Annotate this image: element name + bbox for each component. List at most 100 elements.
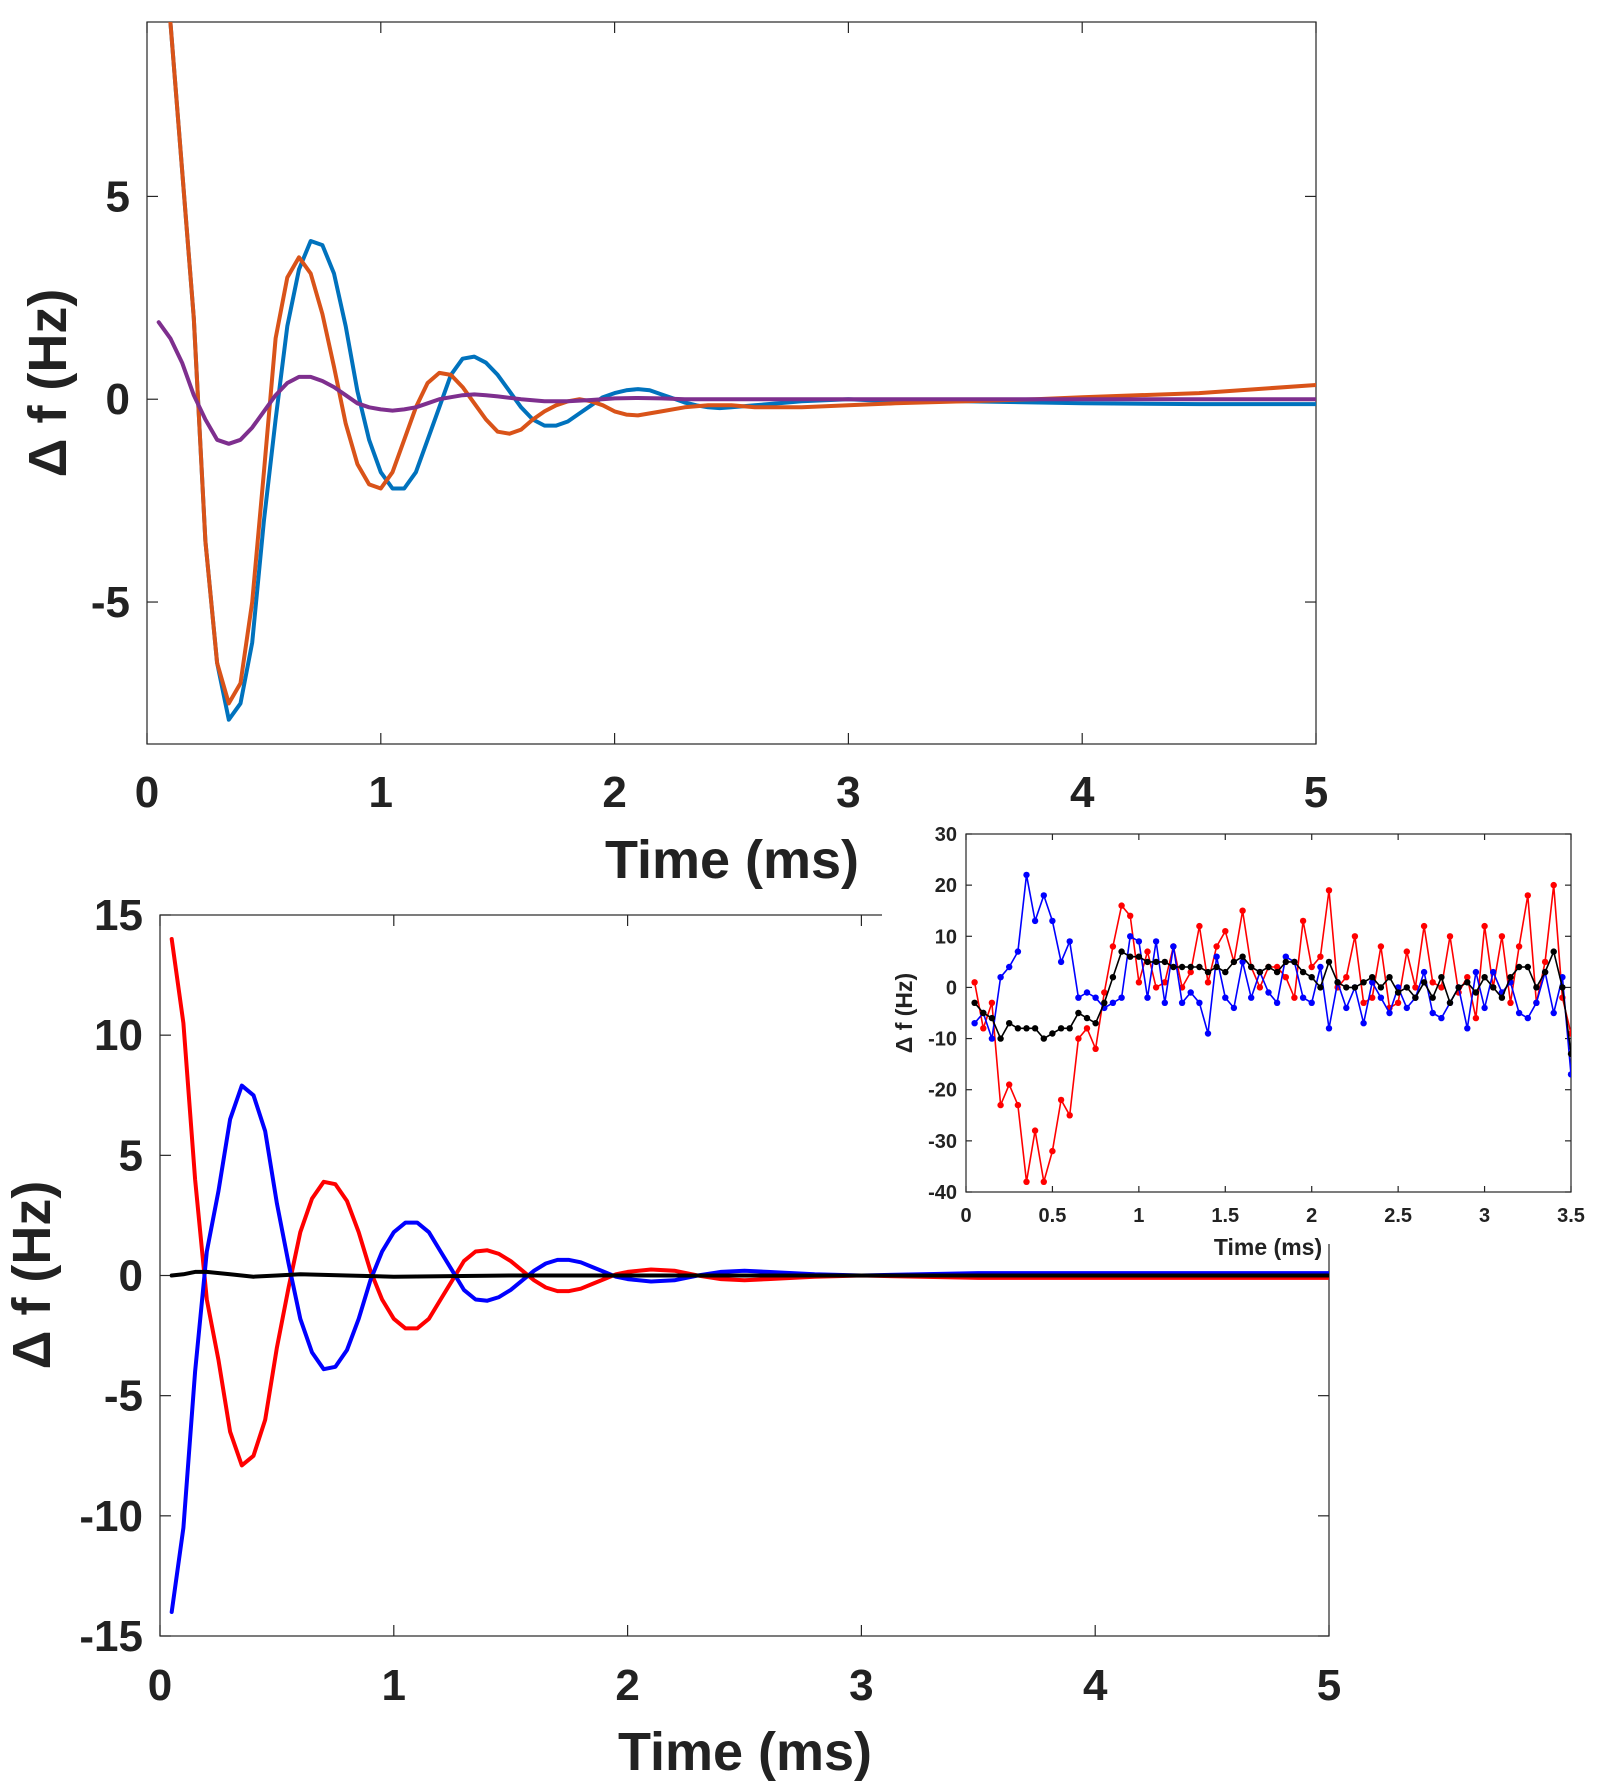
inset-chart-ytick-label: -10 <box>928 1029 957 1051</box>
inset-chart-series-0-point <box>1524 892 1532 899</box>
top-chart-ytick-label: -5 <box>91 578 130 627</box>
inset-chart-series-0-point <box>1256 984 1264 991</box>
inset-chart-series-0-point <box>1161 979 1169 986</box>
inset-chart-series-2-point <box>1144 958 1151 966</box>
inset-chart-series-0-point <box>1127 912 1134 919</box>
inset-chart-series-2-point <box>1299 968 1307 976</box>
inset-chart-series-2-point <box>1446 999 1454 1006</box>
inset-chart-series-1-point <box>1550 1009 1557 1017</box>
inset-chart-series-1-point <box>1127 933 1134 940</box>
inset-chart-series-2-point <box>1006 1020 1013 1027</box>
inset-chart-series-1-point <box>1057 958 1065 966</box>
inset-chart-series-2-point <box>1403 984 1411 991</box>
top-chart-ylabel: Δ f (Hz) <box>18 289 78 478</box>
inset-chart-series-2-point <box>1464 979 1471 986</box>
inset-chart-series-1-point <box>1109 999 1117 1006</box>
inset-chart-series-2-point <box>1273 968 1281 976</box>
inset-chart-series-2-point <box>1256 968 1264 976</box>
inset-chart-series-0-point <box>1515 943 1523 950</box>
inset-chart-series-0-point <box>1057 1096 1065 1104</box>
inset-chart-series-2-point <box>1498 994 1506 1001</box>
inset-chart-series-2-point <box>1291 958 1298 966</box>
inset-chart-series-0-point <box>1446 933 1454 940</box>
inset-chart-series-2-point <box>1118 948 1125 955</box>
bottom-chart-ytick-label: 10 <box>94 1011 143 1060</box>
inset-chart-series-0-point <box>1377 943 1385 950</box>
bottom-chart-ytick-label: 0 <box>119 1252 143 1301</box>
bottom-chart-xtick-label: 3 <box>849 1661 873 1710</box>
inset-chart-series-0-point <box>1291 994 1298 1001</box>
inset-chart-series-1-point <box>1049 917 1056 925</box>
inset-chart-series-0-point <box>1006 1081 1013 1088</box>
inset-chart-series-2-point <box>1559 984 1566 991</box>
inset-chart-series-1-point <box>1135 938 1143 945</box>
inset-chart-series-2-point <box>1412 994 1419 1001</box>
inset-chart-series-0-point <box>1464 974 1471 981</box>
inset-chart-series-2-point <box>1325 958 1333 966</box>
inset-chart-series-1-point <box>1533 999 1540 1006</box>
inset-chart-series-2-point <box>1248 963 1255 971</box>
inset-chart-series-2-point <box>1031 1025 1039 1032</box>
inset-chart-series-1-point <box>1490 968 1497 976</box>
inset-chart-series-1-point <box>971 1020 978 1027</box>
inset-chart-series-1-point <box>1567 1071 1571 1078</box>
inset-chart-series-2-point <box>1057 1025 1065 1032</box>
inset-chart-series-2-point <box>1092 1020 1099 1027</box>
inset-chart-series-0-point <box>1438 984 1445 991</box>
inset-chart-series-0-point <box>1109 943 1117 950</box>
inset-chart-series-1-point <box>1014 948 1022 955</box>
inset-chart-series-2-point <box>1438 974 1445 981</box>
bottom-chart-ylabel: Δ f (Hz) <box>2 1181 62 1370</box>
bottom-chart-ytick-label: 15 <box>94 891 143 940</box>
inset-chart-series-0-point <box>1369 994 1376 1001</box>
inset-chart-series-0-point <box>1187 968 1194 976</box>
inset-chart-series-0-point <box>1239 907 1246 914</box>
inset-chart-xtick-label: 2 <box>1306 1205 1317 1227</box>
top-chart-xtick-label: 4 <box>1070 768 1095 817</box>
top-chart-xtick-label: 3 <box>836 768 860 817</box>
inset-chart-series-2-point <box>1308 974 1315 981</box>
inset-chart-series-1-point <box>1515 1009 1523 1017</box>
top-chart-plot-area <box>146 21 1317 745</box>
inset-chart-series-0-point <box>1118 902 1125 909</box>
inset-chart-series-0-point <box>1541 958 1549 966</box>
bottom-chart-xtick-label: 0 <box>148 1661 172 1710</box>
top-chart: 0 1 2 3 4 5 -5 0 5 Time (ms) Δ f (Hz) <box>18 21 1328 890</box>
inset-chart-series-0-point <box>1066 1112 1073 1119</box>
inset-chart-series-2-point <box>1109 974 1117 981</box>
inset-chart-series-2-point <box>1533 984 1540 991</box>
inset-chart-series-1-point <box>1118 994 1125 1001</box>
inset-chart-series-0-point <box>980 1025 987 1032</box>
inset-chart-series-2-point <box>1222 968 1229 976</box>
inset-chart-series-2-point <box>1515 963 1523 971</box>
inset-chart-series-1-point <box>1429 1009 1436 1017</box>
inset-chart-series-1-point <box>1040 892 1048 899</box>
inset-chart-series-1-point <box>1161 999 1169 1006</box>
inset-chart-series-2-point <box>1490 984 1497 991</box>
bottom-chart-ytick-label: 5 <box>119 1131 143 1180</box>
inset-chart-series-1-point <box>1230 1004 1238 1012</box>
inset-chart-series-1-point <box>1438 1014 1445 1022</box>
inset-chart-series-0-point <box>1222 928 1229 935</box>
inset-chart-series-1-point <box>1066 938 1073 945</box>
inset-chart-series-0-point <box>997 1101 1004 1109</box>
inset-chart-series-0-point <box>1040 1178 1048 1186</box>
inset-chart-series-1-point <box>1420 968 1428 976</box>
inset-chart-series-0-point <box>1282 974 1290 981</box>
inset-chart-series-0-point <box>1429 979 1436 986</box>
inset-chart-series-0-point <box>1498 933 1506 940</box>
inset-chart-series-1-point <box>1006 963 1013 971</box>
inset-chart-series-2-point <box>1507 974 1514 981</box>
inset-chart-series-2-point <box>1083 1014 1091 1022</box>
inset-chart-series-0-point <box>1092 1045 1099 1053</box>
inset-chart-series-1-point <box>1213 953 1220 960</box>
top-chart-xlabel: Time (ms) <box>605 830 859 890</box>
bottom-chart-xtick-label: 1 <box>382 1661 406 1710</box>
inset-chart-series-2-point <box>1334 979 1341 986</box>
inset-chart-series-2-point <box>1360 979 1367 986</box>
inset-chart-series-2-point <box>1377 984 1385 991</box>
bottom-chart-xtick-label: 2 <box>615 1661 639 1710</box>
inset-chart-series-2-point <box>1178 963 1186 971</box>
inset-chart-series-2-point <box>1075 1009 1082 1017</box>
bottom-chart-xtick-label: 5 <box>1317 1661 1341 1710</box>
